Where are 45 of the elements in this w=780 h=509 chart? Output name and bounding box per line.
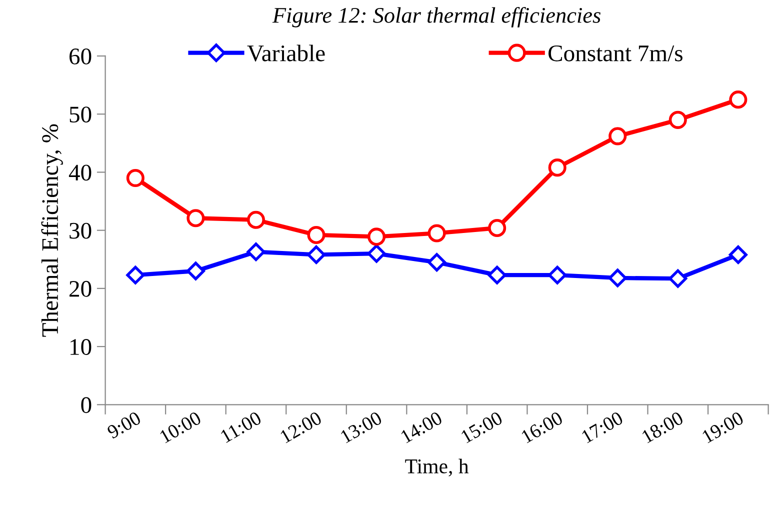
y-tick-label: 0 <box>81 397 92 414</box>
point <box>428 224 446 242</box>
point <box>246 210 266 229</box>
x-tick-label: 12:00 <box>280 411 322 444</box>
point <box>307 245 326 264</box>
y-tick-label: 40 <box>68 164 92 181</box>
x-tick-label: 9:00 <box>106 411 142 440</box>
x-tick-label: 16:00 <box>520 411 564 444</box>
legend-label: Variable <box>247 44 325 62</box>
y-axis-title: Thermal Efficiency, % <box>41 124 63 337</box>
point <box>428 253 446 272</box>
x-axis-title: Time, h <box>405 458 469 476</box>
y-tick-label: 60 <box>70 48 92 64</box>
point <box>367 244 386 263</box>
y-tick-label: 20 <box>70 280 92 297</box>
point <box>608 127 627 146</box>
point <box>186 262 205 280</box>
x-tick-label: 13:00 <box>340 411 383 444</box>
point <box>668 269 688 288</box>
point <box>729 90 748 109</box>
y-tick-label: 50 <box>70 106 92 123</box>
point <box>728 245 748 264</box>
point <box>126 266 145 284</box>
point <box>126 168 144 188</box>
point <box>186 209 205 228</box>
x-tick-label: 17:00 <box>581 411 624 444</box>
x-tick-label: 10:00 <box>159 411 202 444</box>
legend-label: Constant 7m/s <box>548 45 682 62</box>
y-tick-label: 10 <box>70 339 92 355</box>
point <box>668 110 687 129</box>
point <box>488 218 506 238</box>
x-tick-label: 18:00 <box>641 411 684 444</box>
point <box>608 268 627 288</box>
point <box>548 158 566 177</box>
x-tick-label: 15:00 <box>460 411 504 444</box>
point <box>368 228 386 246</box>
x-tick-label: 19:00 <box>702 411 744 444</box>
point <box>307 226 326 244</box>
chart-title: Figure 12: Solar thermal efficiencies <box>272 7 600 28</box>
x-tick-label: 11:00 <box>220 411 262 444</box>
point <box>488 266 506 284</box>
point <box>548 266 567 284</box>
y-tick-label: 30 <box>70 222 92 239</box>
x-tick-label: 14:00 <box>400 411 444 444</box>
point <box>246 242 266 262</box>
